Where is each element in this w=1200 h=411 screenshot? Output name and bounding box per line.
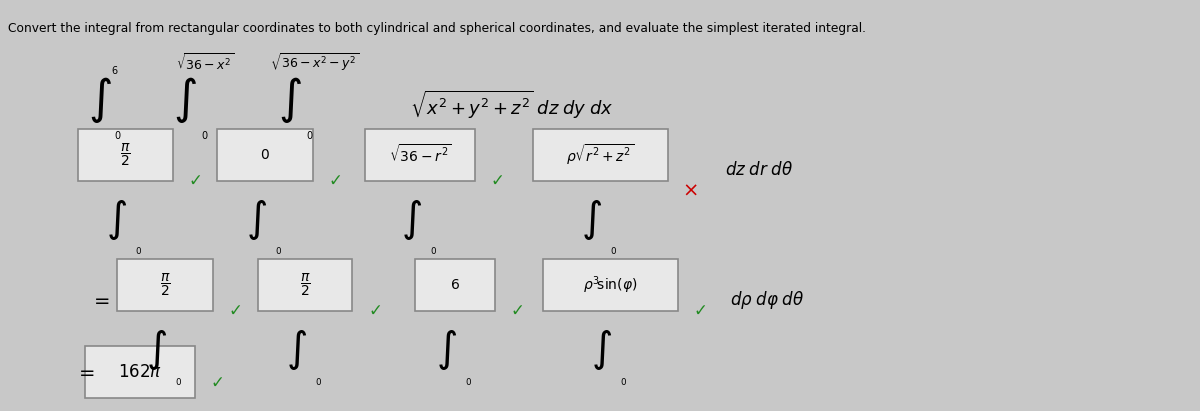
FancyBboxPatch shape [85,346,194,398]
Text: $\int$: $\int$ [107,196,127,242]
Text: $\int$: $\int$ [437,326,457,372]
Text: $_{0}$: $_{0}$ [466,374,473,388]
Text: $_{0}$: $_{0}$ [431,245,438,258]
FancyBboxPatch shape [533,129,667,181]
Text: $\sqrt{x^2+y^2+z^2}\; dz\; dy\; dx$: $\sqrt{x^2+y^2+z^2}\; dz\; dy\; dx$ [410,89,613,121]
Text: $_{0}$: $_{0}$ [316,374,323,388]
FancyBboxPatch shape [542,259,678,311]
FancyBboxPatch shape [78,129,173,181]
Text: $_0$: $_0$ [114,128,122,142]
Text: $_0$: $_0$ [202,128,209,142]
Text: $_{0}$: $_{0}$ [136,245,143,258]
Text: $\checkmark$: $\checkmark$ [210,373,223,391]
FancyBboxPatch shape [365,129,475,181]
Text: $\int$: $\int$ [278,75,302,125]
Text: $\rho^3\!\sin(\varphi)$: $\rho^3\!\sin(\varphi)$ [583,274,637,296]
Text: $\rho\sqrt{r^2+z^2}$: $\rho\sqrt{r^2+z^2}$ [566,143,634,167]
Text: $\checkmark$: $\checkmark$ [328,171,341,189]
Text: $\int$: $\int$ [146,326,168,372]
Text: $\int$: $\int$ [88,75,112,125]
Text: $dz\; dr\; d\theta$: $dz\; dr\; d\theta$ [725,161,793,179]
Text: $d\rho\; d\varphi\; d\theta$: $d\rho\; d\varphi\; d\theta$ [730,289,804,311]
Text: $=$: $=$ [90,291,110,309]
Text: $_{0}$: $_{0}$ [611,245,618,258]
Text: $0$: $0$ [260,148,270,162]
Text: $\checkmark$: $\checkmark$ [368,301,382,319]
Text: $=$: $=$ [74,363,95,381]
FancyBboxPatch shape [415,259,494,311]
Text: $\sqrt{36-x^2}$: $\sqrt{36-x^2}$ [176,52,234,74]
Text: $\checkmark$: $\checkmark$ [491,171,504,189]
Text: $162\pi$: $162\pi$ [118,363,162,381]
Text: $\int$: $\int$ [173,75,197,125]
Text: $\times$: $\times$ [682,180,697,199]
Text: $6$: $6$ [450,278,460,292]
Text: $\sqrt{36-r^2}$: $\sqrt{36-r^2}$ [389,144,451,166]
Text: Convert the integral from rectangular coordinates to both cylindrical and spheri: Convert the integral from rectangular co… [8,22,866,35]
Text: $_{0}$: $_{0}$ [276,245,282,258]
Text: $\dfrac{\pi}{2}$: $\dfrac{\pi}{2}$ [160,272,170,298]
Text: $_{0}$: $_{0}$ [620,374,628,388]
Text: $\checkmark$: $\checkmark$ [228,301,241,319]
Text: $\int$: $\int$ [246,196,268,242]
Text: $\dfrac{\pi}{2}$: $\dfrac{\pi}{2}$ [300,272,311,298]
FancyBboxPatch shape [258,259,353,311]
Text: $\int$: $\int$ [402,196,422,242]
Text: $_{0}$: $_{0}$ [175,374,182,388]
FancyBboxPatch shape [217,129,312,181]
Text: $\checkmark$: $\checkmark$ [188,171,202,189]
Text: $\int$: $\int$ [582,196,602,242]
Text: $\int$: $\int$ [592,326,612,372]
Text: $^6$: $^6$ [112,66,119,80]
Text: $\checkmark$: $\checkmark$ [692,301,706,319]
Text: $\int$: $\int$ [287,326,307,372]
Text: $_0$: $_0$ [306,128,314,142]
Text: $\checkmark$: $\checkmark$ [510,301,523,319]
Text: $\sqrt{36-x^2-y^2}$: $\sqrt{36-x^2-y^2}$ [270,52,360,74]
FancyBboxPatch shape [118,259,212,311]
Text: $\dfrac{\pi}{2}$: $\dfrac{\pi}{2}$ [120,142,131,168]
